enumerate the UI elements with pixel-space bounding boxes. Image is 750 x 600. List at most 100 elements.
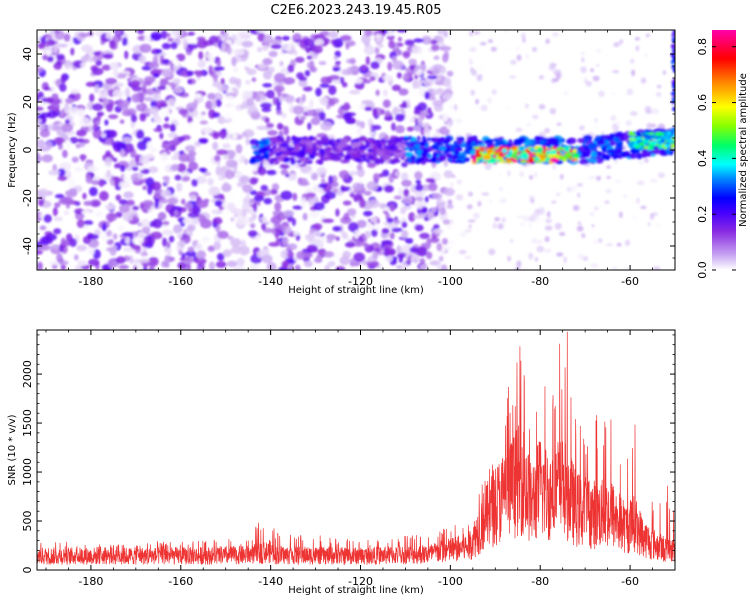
- heatmap-cell: [245, 136, 250, 146]
- heatmap-cell: [326, 233, 337, 241]
- heatmap-cell: [98, 91, 109, 99]
- heatmap-cell: [589, 211, 595, 217]
- heatmap-cell: [595, 48, 602, 54]
- heatmap-cell: [395, 113, 406, 122]
- heatmap-cell: [309, 98, 314, 109]
- heatmap-cell: [672, 68, 675, 73]
- heatmap-cell: [161, 229, 174, 236]
- heatmap-cell: [378, 173, 384, 178]
- heatmap-cell: [137, 172, 144, 180]
- heatmap-cell: [601, 153, 608, 158]
- heatmap-cell: [425, 240, 432, 249]
- heatmap-cell: [146, 88, 154, 96]
- heatmap-cell: [442, 111, 449, 122]
- heatmap-cell: [141, 65, 152, 71]
- heatmap-cell: [198, 138, 208, 144]
- heatmap-cell: [308, 210, 320, 218]
- heatmap-cell: [70, 47, 75, 56]
- heatmap-cell: [544, 127, 550, 134]
- heatmap-cell: [346, 124, 358, 130]
- colorbar-tick-label: 0.4: [696, 150, 709, 168]
- heatmap-cell: [616, 147, 622, 154]
- heatmap-cell: [263, 197, 273, 205]
- heatmap-cell: [391, 227, 403, 233]
- heatmap-cell: [572, 148, 578, 153]
- heatmap-cell: [53, 216, 63, 222]
- heatmap-cell: [105, 77, 118, 85]
- heatmap-cell: [398, 187, 403, 198]
- heatmap-cell: [579, 125, 585, 131]
- heatmap-cell: [439, 126, 450, 136]
- heatmap-cell: [262, 83, 273, 88]
- heatmap-cell: [125, 237, 131, 245]
- heatmap-cell: [66, 177, 76, 188]
- heatmap-cell: [505, 106, 512, 111]
- heatmap-cell: [112, 89, 124, 98]
- colorbar-tick-label: 0.6: [696, 94, 709, 112]
- heatmap-cell: [178, 108, 189, 115]
- heatmap-cell: [623, 266, 630, 270]
- heatmap-cell: [212, 92, 223, 102]
- heatmap-cell: [182, 218, 189, 224]
- heatmap-cell: [188, 150, 197, 157]
- heatmap-cell: [252, 202, 258, 212]
- heatmap-cell: [319, 83, 330, 88]
- heatmap-cell: [314, 38, 325, 46]
- heatmap-cell: [345, 42, 350, 50]
- heatmap-cell: [104, 204, 116, 210]
- heatmap-cell: [117, 98, 124, 108]
- heatmap-cell: [413, 38, 425, 43]
- heatmap-cell: [642, 134, 650, 138]
- heatmap-cell: [339, 138, 350, 144]
- heatmap-cell: [183, 256, 194, 265]
- heatmap-cell: [368, 143, 374, 150]
- heatmap-cell: [483, 154, 491, 160]
- colorbar: 0.0 0.2 0.4 0.6 0.8 Normalized spectral ampl…: [696, 30, 749, 279]
- heatmap-cell: [183, 38, 188, 49]
- heatmap-cell: [593, 124, 600, 130]
- heatmap-cell: [81, 210, 91, 215]
- heatmap-cell: [455, 118, 463, 124]
- heatmap-cell: [146, 141, 153, 149]
- heatmap-cell: [560, 138, 566, 143]
- heatmap-cell: [223, 113, 232, 120]
- heatmap-cell: [236, 216, 247, 226]
- heatmap-cell: [166, 85, 171, 92]
- heatmap-cell: [263, 34, 274, 45]
- heatmap-cell: [417, 116, 423, 126]
- heatmap-cell: [363, 190, 372, 196]
- heatmap-cell: [114, 82, 125, 87]
- heatmap-cell: [262, 58, 273, 66]
- heatmap-cell: [116, 142, 127, 152]
- heatmap-cell: [426, 210, 435, 220]
- heatmap-cell: [414, 74, 419, 80]
- heatmap-cell: [198, 51, 204, 60]
- heatmap-cell: [91, 67, 104, 76]
- heatmap-cell: [556, 122, 562, 126]
- heatmap-cell: [588, 175, 595, 180]
- heatmap-cell: [474, 154, 482, 158]
- heatmap-cell: [670, 60, 675, 65]
- heatmap-cell: [148, 61, 160, 69]
- heatmap-cell: [606, 165, 612, 169]
- heatmap-cell: [488, 248, 496, 256]
- heatmap-cell: [349, 153, 360, 158]
- heatmap-cell: [395, 125, 405, 134]
- heatmap-cell: [304, 69, 311, 77]
- heatmap-cell: [645, 33, 650, 37]
- heatmap-cell: [491, 89, 497, 95]
- heatmap-cell: [85, 81, 97, 87]
- heatmap-cell: [176, 240, 186, 248]
- heatmap-cell: [201, 111, 206, 116]
- heatmap-cell: [408, 169, 414, 174]
- heatmap-cell: [363, 30, 373, 37]
- heatmap-cell: [173, 224, 183, 234]
- heatmap-cell: [670, 144, 675, 148]
- heatmap-cell: [56, 53, 65, 61]
- heatmap-cell: [610, 142, 615, 147]
- heatmap-cell: [637, 161, 645, 165]
- heatmap-cell: [405, 237, 414, 244]
- heatmap-cell: [374, 47, 380, 55]
- heatmap-cell: [137, 258, 150, 264]
- heatmap-cell: [292, 205, 304, 210]
